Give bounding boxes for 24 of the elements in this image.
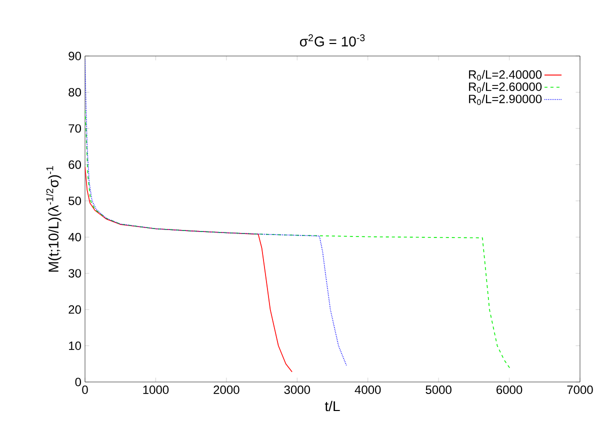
x-tick-label: 2000 — [214, 386, 240, 394]
y-tick-label: 30 — [68, 269, 82, 278]
x-tick-label: 0 — [82, 386, 88, 394]
y-tick-label: 0 — [75, 378, 82, 386]
x-axis-title: t/L — [324, 400, 340, 412]
y-tick-label: 10 — [69, 342, 82, 350]
y-tick-label: 70 — [68, 124, 82, 133]
y-tick-label: 80 — [68, 88, 82, 96]
x-tick-label: 3000 — [284, 386, 310, 394]
y-axis-title: M(t;10/L)(λ$^{-1/2}$σ)$^{-1}$ — [46, 166, 62, 272]
x-tick-label: 1000 — [143, 386, 169, 394]
y-tick-label: 20 — [68, 305, 82, 314]
x-tick-label: 4000 — [354, 386, 381, 394]
x-tick-label: 6000 — [496, 386, 522, 394]
chart-title: σ$^{2}$G = 10$^{-3}$ — [300, 34, 365, 46]
x-tick-label: 5000 — [426, 386, 452, 394]
legend-label: R$_{0}$/L=2.90000 — [469, 94, 542, 105]
y-tick-label: 60 — [68, 160, 82, 169]
y-tick-label: 50 — [68, 196, 82, 206]
legend-label: R$_{0}$/L=2.40000 — [469, 70, 542, 81]
x-tick-label: 7000 — [567, 386, 593, 394]
y-tick-label: 90 — [68, 52, 82, 60]
y-tick-label: 40 — [68, 232, 82, 242]
legend-label: R$_{0}$/L=2.60000 — [469, 82, 542, 93]
